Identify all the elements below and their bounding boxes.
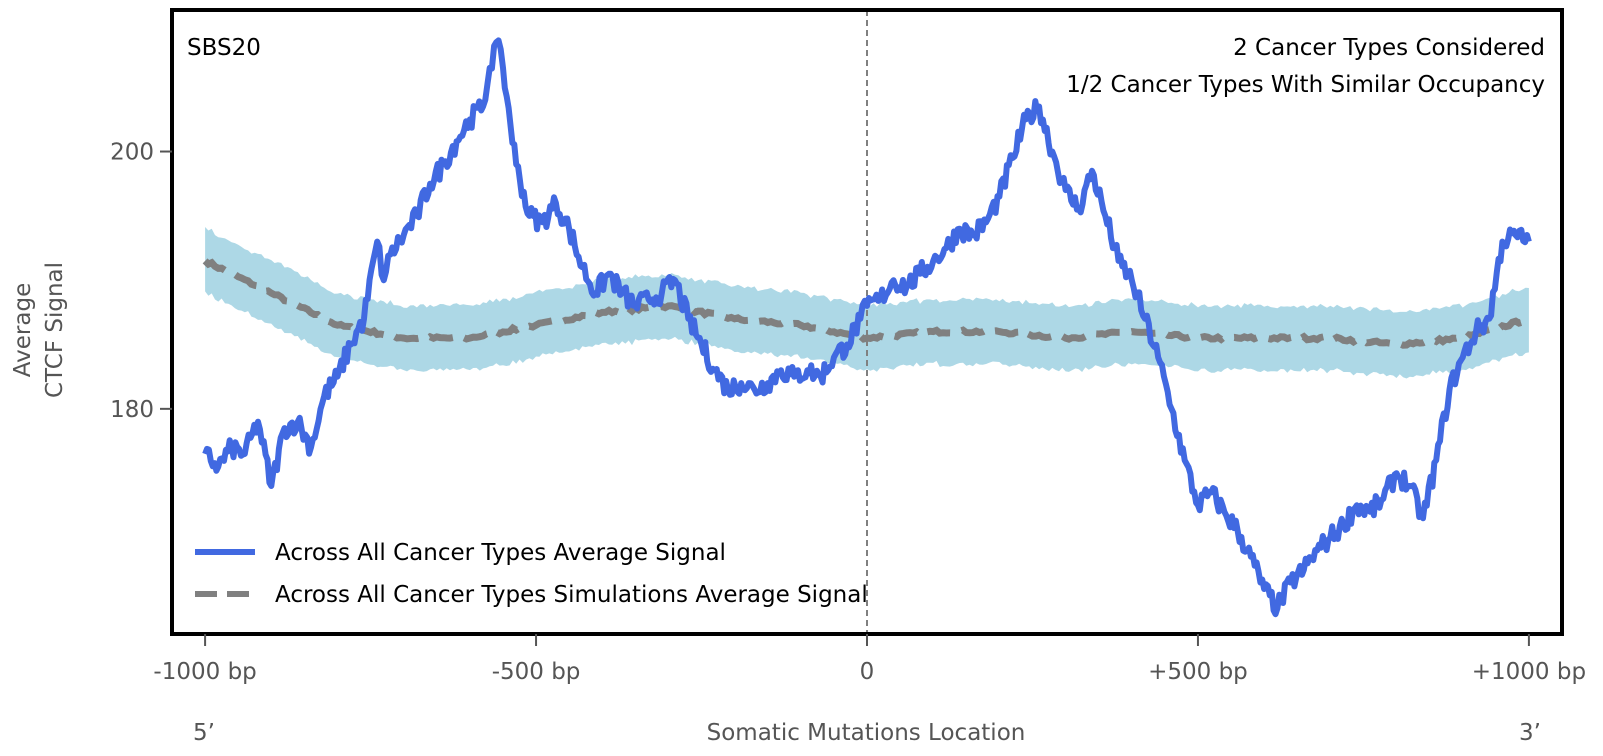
x-tick-label: 0 (860, 659, 875, 685)
simulation-average-line (202, 258, 1531, 349)
x-end-label-5prime: 5’ (193, 720, 215, 746)
average-signal-line-layer (202, 37, 1532, 618)
x-tick-label: -500 bp (492, 659, 581, 685)
average-signal-line (202, 37, 1532, 618)
x-tick-label: +500 bp (1148, 659, 1248, 685)
y-axis-label-line2: CTCF Signal (42, 262, 68, 398)
legend-label-average-signal: Across All Cancer Types Average Signal (275, 540, 726, 566)
simulation-confidence-band (205, 227, 1529, 379)
simulation-line-layer (202, 258, 1531, 349)
y-axis-label-line1: Average (10, 283, 36, 377)
y-tick-label: 180 (110, 397, 154, 423)
simulation-band-layer (205, 227, 1529, 379)
x-tick-label: +1000 bp (1472, 659, 1586, 685)
x-end-label-3prime: 3’ (1519, 720, 1541, 746)
legend-label-simulations: Across All Cancer Types Simulations Aver… (275, 582, 868, 608)
annotation-similar-occupancy: 1/2 Cancer Types With Similar Occupancy (1066, 72, 1545, 98)
ticks-layer: -1000 bp -500 bp 0 +500 bp +1000 bp 180 200 (110, 140, 1586, 685)
x-axis-label: Somatic Mutations Location (707, 720, 1026, 746)
y-tick-label: 200 (110, 140, 154, 166)
legend: Across All Cancer Types Average Signal A… (195, 540, 868, 608)
x-tick-label: -1000 bp (153, 659, 256, 685)
panel-label: SBS20 (187, 35, 261, 61)
annotation-cancer-types: 2 Cancer Types Considered (1233, 35, 1545, 61)
